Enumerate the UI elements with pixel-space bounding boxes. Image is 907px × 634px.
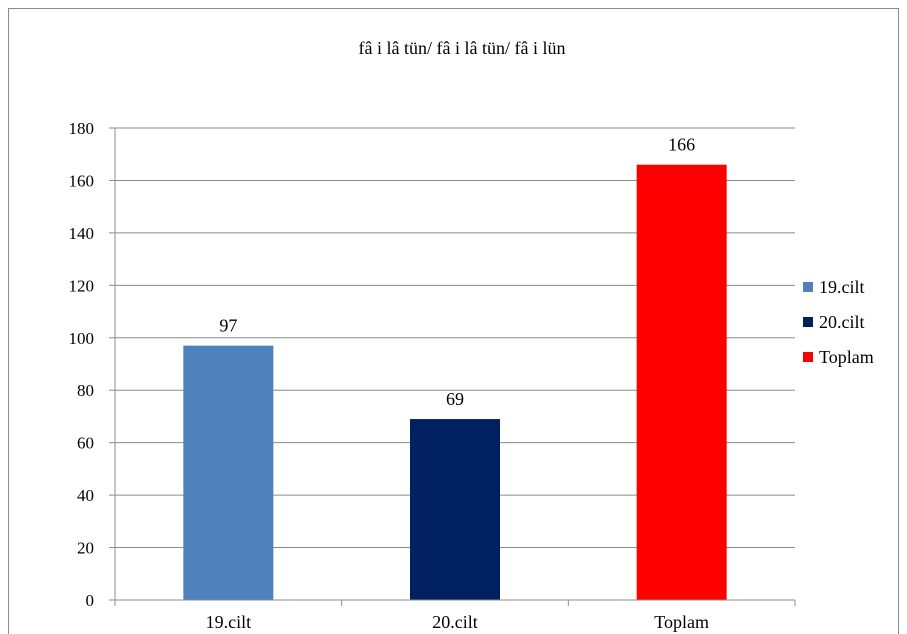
y-tick-label: 180 <box>69 119 95 138</box>
y-tick-label: 120 <box>69 276 95 295</box>
legend-label: 19.cilt <box>819 277 865 297</box>
y-tick-label: 60 <box>77 434 94 453</box>
data-label: 166 <box>668 135 695 155</box>
data-labels: 97 69 166 <box>219 135 695 409</box>
y-tick-label: 0 <box>86 591 95 610</box>
x-tick-label: 20.cilt <box>432 612 478 632</box>
y-tick-label: 100 <box>69 329 95 348</box>
chart-title: fâ i lâ tün/ fâ i lâ tün/ fâ i lün <box>359 38 566 58</box>
x-axis: 19.cilt 20.cilt Toplam <box>114 599 796 632</box>
x-tick-label: Toplam <box>654 612 709 632</box>
bar-Toplam <box>636 164 727 600</box>
bar-20.cilt <box>410 419 500 600</box>
y-tick-label: 40 <box>77 486 94 505</box>
y-tick-label: 140 <box>69 224 95 243</box>
y-tick-label: 160 <box>69 171 95 190</box>
legend: 19.cilt 20.cilt Toplam <box>803 277 874 367</box>
legend-swatch <box>803 282 813 292</box>
legend-swatch <box>803 317 813 327</box>
bars <box>183 164 727 600</box>
y-tick-label: 20 <box>77 539 94 558</box>
legend-label: Toplam <box>819 347 874 367</box>
legend-label: 20.cilt <box>819 312 865 332</box>
x-tick-label: 19.cilt <box>206 612 252 632</box>
legend-swatch <box>803 352 813 362</box>
data-label: 97 <box>219 316 237 336</box>
y-tick-label: 80 <box>77 381 94 400</box>
data-label: 69 <box>446 389 464 409</box>
bar-19.cilt <box>183 345 274 600</box>
chart-frame <box>8 8 899 634</box>
y-axis: 0 20 40 60 80 100 120 140 160 180 <box>69 119 116 610</box>
